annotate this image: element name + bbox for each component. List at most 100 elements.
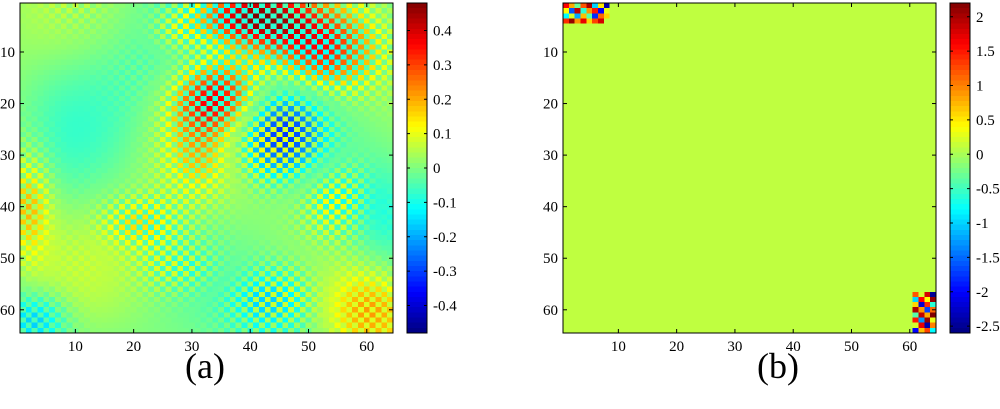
heatmap-cell — [253, 312, 260, 318]
heatmap-cell — [218, 33, 225, 40]
heatmap-cell — [154, 64, 161, 71]
heatmap-cell — [328, 147, 336, 153]
heatmap-cell — [586, 54, 593, 61]
heatmap-cell — [288, 70, 295, 76]
heatmap-cell — [183, 229, 190, 236]
heatmap-cell — [346, 286, 353, 293]
heatmap-cell — [836, 28, 844, 35]
heatmap-cell — [889, 44, 896, 50]
heatmap-cell — [369, 44, 376, 50]
heatmap-cell — [229, 85, 236, 92]
heatmap-cell — [346, 193, 353, 200]
heatmap-cell — [328, 85, 336, 92]
heatmap-cell — [241, 260, 248, 267]
heatmap-cell — [119, 302, 126, 308]
heatmap-cell — [235, 44, 242, 50]
heatmap-cell — [177, 302, 184, 308]
heatmap-cell — [912, 33, 919, 40]
heatmap-cell — [288, 111, 295, 117]
heatmap-cell — [49, 8, 56, 14]
heatmap-cell — [340, 49, 347, 55]
heatmap-cell — [299, 229, 306, 236]
heatmap-cell — [381, 13, 388, 19]
heatmap-cell — [860, 13, 867, 19]
heatmap-cell — [877, 8, 884, 14]
heatmap-cell — [136, 198, 143, 205]
heatmap-cell — [212, 162, 219, 169]
heatmap-cell — [253, 100, 260, 107]
heatmap-cell — [84, 23, 91, 30]
heatmap-cell — [317, 126, 324, 133]
heatmap-cell — [258, 28, 266, 35]
colorbar-step — [407, 116, 427, 122]
heatmap-cell — [177, 255, 184, 262]
heatmap-cell — [54, 276, 62, 282]
heatmap-cell — [113, 245, 120, 251]
heatmap-cell — [171, 142, 178, 148]
heatmap-cell — [842, 18, 849, 24]
heatmap-cell — [299, 183, 306, 189]
heatmap-cell — [930, 33, 937, 40]
heatmap-cell — [49, 106, 56, 112]
heatmap-cell — [194, 245, 202, 251]
heatmap-cell — [20, 245, 27, 251]
heatmap-cell — [37, 59, 44, 66]
heatmap-cell — [288, 260, 295, 267]
heatmap-cell — [247, 219, 254, 226]
heatmap-cell — [323, 250, 330, 257]
heatmap-cell — [84, 229, 91, 236]
heatmap-cell — [270, 54, 277, 61]
heatmap-cell — [218, 214, 225, 220]
heatmap-cell — [258, 214, 266, 220]
heatmap-cell — [597, 33, 605, 40]
heatmap-cell — [223, 126, 231, 133]
heatmap-cell — [766, 3, 774, 9]
heatmap-cell — [218, 157, 225, 164]
heatmap-cell — [189, 90, 196, 97]
heatmap-cell — [189, 271, 196, 277]
heatmap-cell — [78, 312, 85, 318]
heatmap-cell — [346, 168, 353, 174]
heatmap-cell — [54, 111, 62, 117]
heatmap-cell — [621, 18, 628, 24]
heatmap-cell — [159, 111, 167, 117]
heatmap-cell — [119, 80, 126, 86]
heatmap-cell — [253, 147, 260, 153]
heatmap-cell — [84, 240, 91, 246]
heatmap-cell — [89, 178, 97, 184]
heatmap-cell — [189, 307, 196, 313]
heatmap-cell — [200, 255, 207, 262]
heatmap-cell — [737, 39, 745, 45]
heatmap-cell — [72, 80, 79, 86]
heatmap-cell — [381, 23, 388, 30]
heatmap-cell — [299, 111, 306, 117]
heatmap-cell — [264, 286, 271, 293]
heatmap-cell — [358, 54, 365, 61]
heatmap-cell — [60, 23, 67, 30]
heatmap-cell — [276, 100, 283, 107]
heatmap-cell — [358, 204, 365, 210]
colorbar-step — [407, 307, 427, 313]
heatmap-cell — [346, 95, 353, 102]
heatmap-cell — [37, 178, 44, 184]
heatmap-cell — [25, 307, 33, 313]
heatmap-cell — [130, 106, 137, 112]
heatmap-cell — [235, 28, 242, 35]
heatmap-cell — [387, 271, 394, 277]
heatmap-cell — [276, 317, 283, 324]
heatmap-cell — [264, 317, 271, 324]
heatmap-cell — [229, 70, 236, 76]
heatmap-cell — [142, 188, 149, 195]
heatmap-cell — [72, 121, 79, 128]
heatmap-cell — [235, 224, 242, 231]
heatmap-cell — [346, 13, 353, 19]
heatmap-cell — [119, 312, 126, 318]
heatmap-cell — [328, 3, 336, 9]
heatmap-cell — [218, 106, 225, 112]
heatmap-cell — [119, 224, 126, 231]
heatmap-cell — [352, 286, 359, 293]
heatmap-cell — [568, 18, 576, 24]
heatmap-cell — [784, 39, 791, 45]
heatmap-cell — [142, 245, 149, 251]
heatmap-cell — [667, 18, 675, 24]
